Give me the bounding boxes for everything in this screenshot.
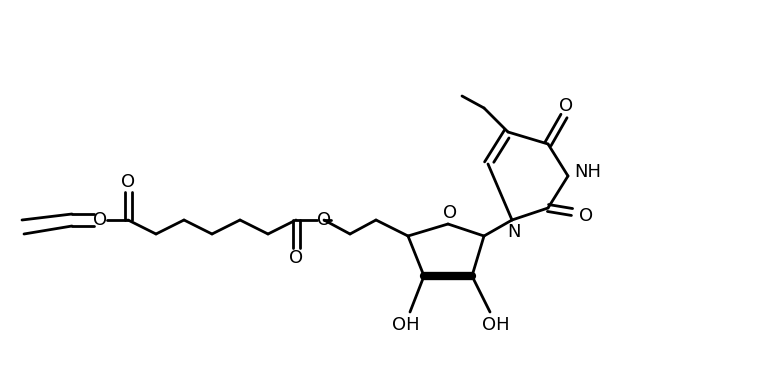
Text: O: O <box>93 211 107 229</box>
Text: O: O <box>443 204 457 222</box>
Text: OH: OH <box>392 316 420 334</box>
Text: O: O <box>317 211 331 229</box>
Text: OH: OH <box>482 316 510 334</box>
Text: O: O <box>579 207 593 225</box>
Text: O: O <box>559 97 573 115</box>
Text: N: N <box>507 223 521 241</box>
Text: O: O <box>289 249 303 267</box>
Text: NH: NH <box>574 163 601 181</box>
Text: O: O <box>121 173 135 191</box>
